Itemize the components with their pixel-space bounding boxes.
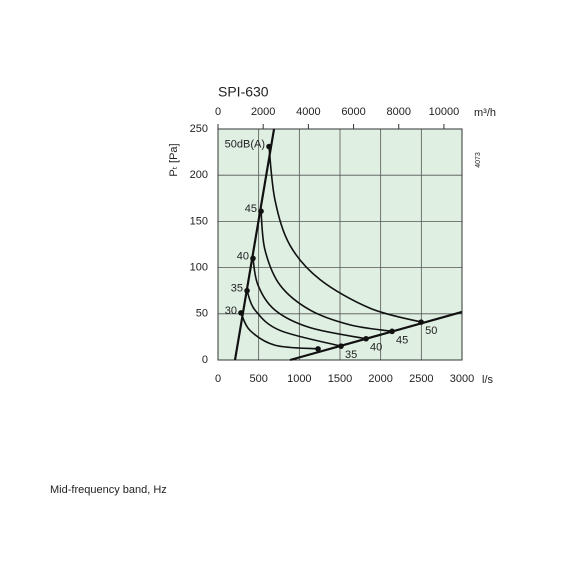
point [250, 255, 256, 262]
y-tick-label: 200 [190, 169, 208, 181]
x2-tick-label: 4000 [296, 106, 320, 118]
x2-tick-label: 0 [215, 106, 221, 118]
limit-line [289, 310, 463, 362]
footer: Mid-frequency band, Hz [50, 484, 167, 496]
plot-frame [217, 128, 463, 361]
point [244, 287, 250, 294]
noise-curve [252, 258, 367, 340]
x-tick-label: 2000 [368, 373, 392, 385]
point [238, 310, 244, 316]
y-tick-label: 50 [196, 308, 208, 320]
curve-end-label: 40 [370, 342, 382, 354]
x-tick-label: 1500 [328, 373, 352, 385]
x2-tick-label: 10000 [429, 106, 460, 118]
point [258, 208, 264, 215]
x2-axis-label: m³/h [474, 107, 496, 119]
point [338, 343, 344, 349]
x-tick-label: 500 [249, 373, 267, 385]
point [266, 143, 272, 150]
curve-end-label: 50 [425, 325, 437, 337]
point [389, 328, 395, 335]
x-tick-label: 0 [215, 373, 221, 385]
noise-curve [240, 312, 319, 350]
curve-label: 40 [237, 250, 249, 262]
curve-label: 45 [245, 203, 257, 215]
curve-label: 50dB(A) [225, 138, 265, 150]
y-tick-label: 250 [190, 123, 208, 135]
limit-line [233, 128, 276, 361]
y-tick-label: 150 [190, 215, 208, 227]
curve-end-label: 35 [345, 349, 357, 361]
point [363, 335, 369, 342]
x-axis-label: l/s [482, 374, 494, 386]
y-tick-label: 100 [190, 262, 208, 274]
curve-label: 35 [231, 283, 243, 295]
noise-curve [268, 146, 422, 323]
x2-tick-label: 8000 [386, 106, 410, 118]
point [315, 346, 321, 352]
curve-end-label: 45 [396, 334, 408, 346]
y-tick-label: 0 [202, 354, 208, 366]
chart-title: SPI-630 [218, 84, 269, 100]
x-tick-label: 2500 [409, 373, 433, 385]
point [418, 319, 424, 325]
x2-tick-label: 6000 [341, 106, 365, 118]
y-axis-label: Pₜ [Pa] [168, 143, 180, 176]
x-tick-label: 3000 [450, 373, 474, 385]
noise-curve [260, 211, 393, 333]
x2-tick-label: 2000 [251, 106, 275, 118]
x-tick-label: 1000 [287, 373, 311, 385]
noise-curve [246, 290, 342, 347]
curve-label: 30 [225, 305, 237, 317]
code: 4073 [475, 152, 482, 168]
